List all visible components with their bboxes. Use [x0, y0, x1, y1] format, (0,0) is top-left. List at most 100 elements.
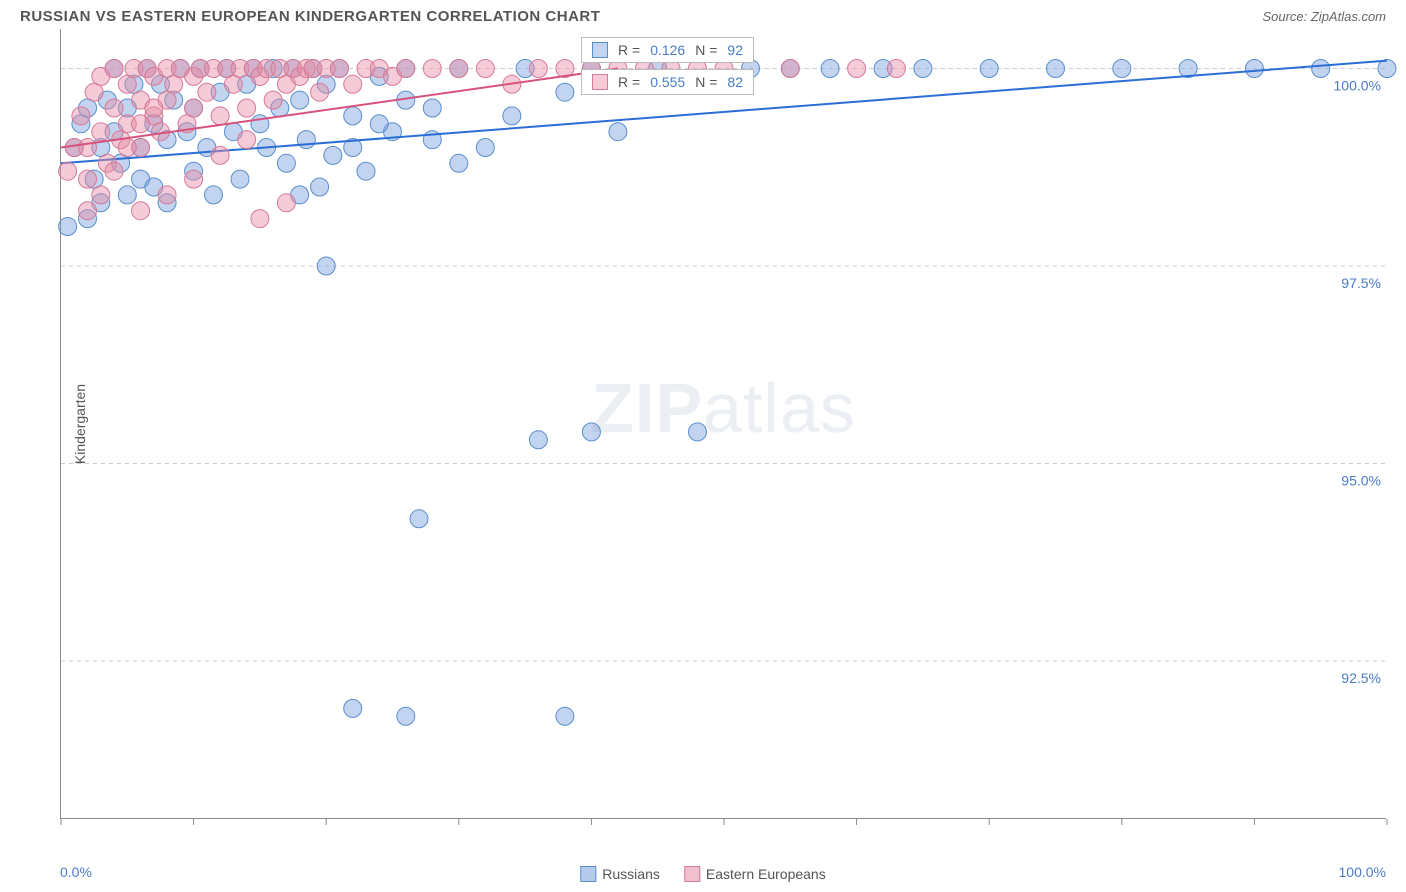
plot-svg: 92.5%95.0%97.5%100.0%: [61, 29, 1386, 818]
scatter-point: [529, 60, 547, 78]
scatter-point: [59, 218, 77, 236]
stats-swatch-0: [592, 42, 608, 58]
scatter-point: [344, 699, 362, 717]
chart-title: RUSSIAN VS EASTERN EUROPEAN KINDERGARTEN…: [20, 8, 600, 25]
scatter-point: [297, 131, 315, 149]
scatter-point: [609, 123, 627, 141]
plot-area: 92.5%95.0%97.5%100.0% ZIPatlas R = 0.126…: [60, 29, 1386, 819]
scatter-point: [887, 60, 905, 78]
scatter-point: [72, 107, 90, 125]
scatter-point: [238, 99, 256, 117]
x-max-label: 100.0%: [1339, 864, 1386, 880]
scatter-point: [277, 154, 295, 172]
scatter-point: [231, 170, 249, 188]
legend-item: Eastern Europeans: [684, 866, 826, 882]
scatter-point: [397, 707, 415, 725]
scatter-point: [291, 91, 309, 109]
y-tick-label: 97.5%: [1341, 275, 1381, 291]
scatter-point: [198, 83, 216, 101]
scatter-point: [397, 60, 415, 78]
scatter-point: [1113, 60, 1131, 78]
scatter-point: [450, 60, 468, 78]
scatter-point: [277, 194, 295, 212]
scatter-point: [423, 99, 441, 117]
scatter-point: [344, 75, 362, 93]
scatter-point: [118, 139, 136, 157]
scatter-point: [311, 83, 329, 101]
scatter-point: [476, 139, 494, 157]
scatter-point: [410, 510, 428, 528]
scatter-point: [118, 186, 136, 204]
scatter-point: [357, 162, 375, 180]
legend-swatch: [580, 866, 596, 882]
x-min-label: 0.0%: [60, 864, 92, 880]
y-tick-label: 100.0%: [1334, 78, 1381, 94]
scatter-point: [238, 131, 256, 149]
scatter-point: [529, 431, 547, 449]
stats-n-value-0: 92: [727, 42, 743, 58]
scatter-point: [423, 60, 441, 78]
scatter-point: [450, 154, 468, 172]
legend-bottom: Russians Eastern Europeans: [580, 866, 825, 882]
stats-r-label-1: R =: [618, 74, 640, 90]
stats-r-label-0: R =: [618, 42, 640, 58]
scatter-point: [582, 423, 600, 441]
scatter-point: [1312, 60, 1330, 78]
scatter-point: [105, 60, 123, 78]
scatter-point: [556, 707, 574, 725]
scatter-point: [185, 99, 203, 117]
legend-label: Eastern Europeans: [706, 866, 826, 882]
scatter-point: [980, 60, 998, 78]
scatter-point: [185, 170, 203, 188]
scatter-point: [476, 60, 494, 78]
stats-n-label-0: N =: [695, 42, 717, 58]
scatter-point: [370, 115, 388, 133]
chart-source: Source: ZipAtlas.com: [1262, 9, 1386, 24]
scatter-point: [118, 75, 136, 93]
scatter-point: [1378, 60, 1396, 78]
scatter-point: [59, 162, 77, 180]
scatter-point: [1245, 60, 1263, 78]
scatter-point: [105, 99, 123, 117]
scatter-point: [79, 139, 97, 157]
scatter-point: [132, 202, 150, 220]
scatter-point: [79, 202, 97, 220]
scatter-point: [145, 99, 163, 117]
stats-n-label-1: N =: [695, 74, 717, 90]
scatter-point: [848, 60, 866, 78]
scatter-point: [1047, 60, 1065, 78]
scatter-point: [158, 186, 176, 204]
scatter-point: [132, 115, 150, 133]
scatter-point: [224, 75, 242, 93]
scatter-point: [688, 423, 706, 441]
y-tick-label: 92.5%: [1341, 670, 1381, 686]
legend-swatch: [684, 866, 700, 882]
scatter-point: [92, 123, 110, 141]
scatter-point: [165, 75, 183, 93]
scatter-point: [344, 107, 362, 125]
scatter-point: [92, 186, 110, 204]
scatter-point: [324, 146, 342, 164]
stats-n-value-1: 82: [727, 74, 743, 90]
scatter-point: [211, 107, 229, 125]
legend-item: Russians: [580, 866, 660, 882]
scatter-point: [914, 60, 932, 78]
scatter-point: [556, 83, 574, 101]
scatter-point: [85, 83, 103, 101]
scatter-point: [211, 146, 229, 164]
scatter-point: [311, 178, 329, 196]
legend-label: Russians: [602, 866, 660, 882]
scatter-point: [105, 162, 123, 180]
stats-r-value-1: 0.555: [650, 74, 685, 90]
scatter-point: [330, 60, 348, 78]
scatter-point: [781, 60, 799, 78]
scatter-point: [503, 107, 521, 125]
scatter-point: [204, 186, 222, 204]
stats-swatch-1: [592, 74, 608, 90]
scatter-point: [317, 257, 335, 275]
stats-r-value-0: 0.126: [650, 42, 685, 58]
stats-box-row-0: R = 0.126 N = 92: [581, 37, 754, 63]
chart-area: Kindergarten 92.5%95.0%97.5%100.0% ZIPat…: [60, 29, 1386, 819]
scatter-point: [251, 210, 269, 228]
scatter-point: [79, 170, 97, 188]
